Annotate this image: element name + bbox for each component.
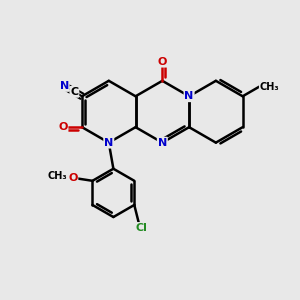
Text: N: N — [158, 138, 167, 148]
Text: O: O — [68, 173, 77, 183]
Text: N: N — [184, 91, 194, 101]
Text: N: N — [59, 81, 69, 91]
Text: CH₃: CH₃ — [47, 171, 67, 182]
Text: O: O — [158, 57, 167, 67]
Text: O: O — [58, 122, 68, 132]
Text: CH₃: CH₃ — [260, 82, 279, 92]
Text: N: N — [104, 138, 113, 148]
Text: Cl: Cl — [135, 223, 147, 233]
Text: C: C — [70, 87, 78, 97]
